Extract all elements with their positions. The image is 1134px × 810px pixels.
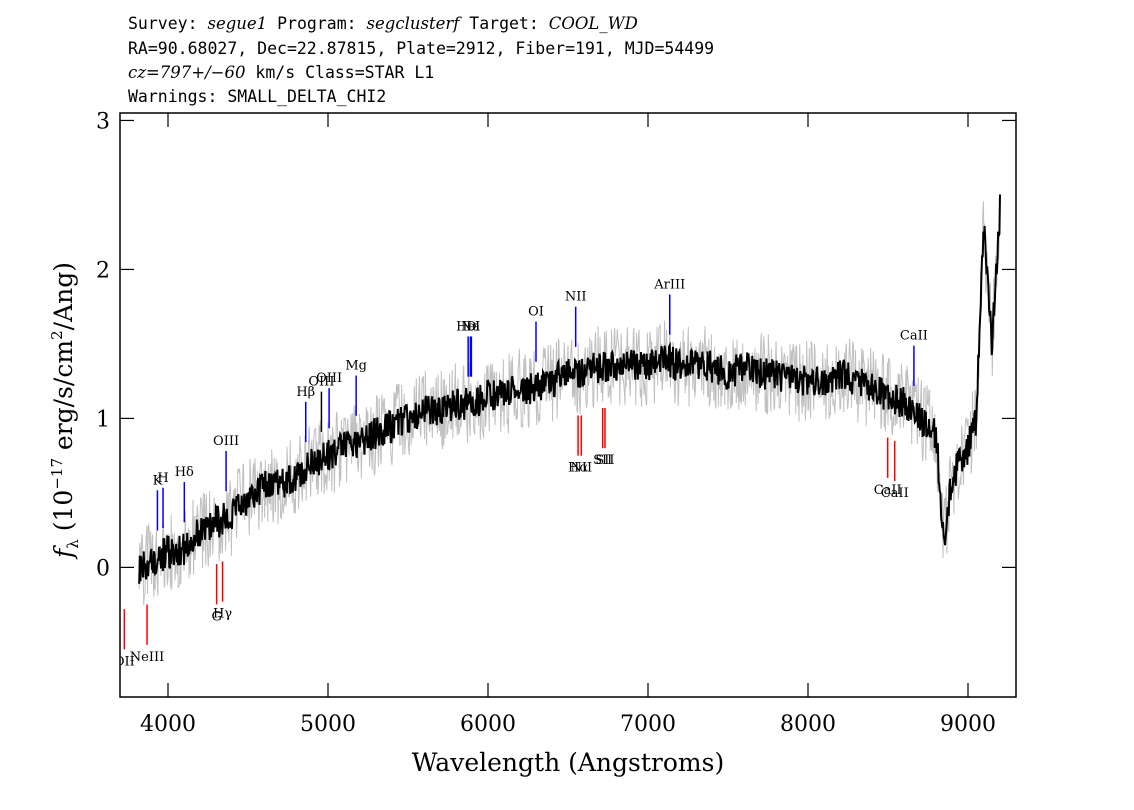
spectral-line-label: HeI (456, 319, 480, 334)
spectral-line-label: OII (114, 654, 135, 669)
spectral-line-label: Hα (568, 461, 588, 476)
spectral-line-label: NeIII (130, 650, 164, 665)
survey-label: Survey: (128, 14, 198, 33)
spectral-line-label: CaII (900, 329, 928, 344)
y-tick-label: 0 (96, 556, 110, 581)
spectral-line-label: Mg (345, 359, 367, 374)
y-axis-close: /Ang) (49, 262, 78, 330)
x-tick-label: 4000 (140, 712, 196, 737)
spectral-line-label: Hδ (175, 465, 194, 480)
y-axis-exponent: −17 (48, 458, 66, 490)
y-tick-label: 1 (96, 407, 110, 432)
x-tick-label: 5000 (300, 712, 356, 737)
header-line-4: Warnings: SMALL_DELTA_CHI2 (128, 87, 386, 106)
flux-line (138, 194, 1001, 584)
spectral-line-label: ArIII (653, 277, 685, 292)
spectral-line-label: NII (565, 290, 587, 305)
y-axis-lambda: λ (64, 539, 82, 549)
spectral-line-label: K (153, 473, 163, 488)
redshift-rest: km/s Class=STAR L1 (255, 63, 434, 82)
y-axis-squared: 2 (48, 330, 66, 340)
spectral-line-label: Na (461, 319, 480, 334)
spectral-line-label: D (466, 319, 476, 334)
y-axis-ticks: 0 1 2 3 (96, 109, 1016, 581)
error-envelope (138, 201, 1001, 606)
header-line-1: Survey: segue1 Program: segclusterf Targ… (128, 14, 638, 33)
x-axis-ticks: 4000 5000 6000 7000 8000 9000 (140, 113, 996, 737)
spectral-line-label: OIII (213, 434, 239, 449)
x-tick-label: 8000 (780, 712, 836, 737)
survey-value: segue1 (207, 14, 267, 33)
spectral-line-label: CaII (881, 486, 909, 501)
target-value: COOL_WD (549, 14, 638, 33)
spectral-line-label: Hβ (296, 385, 315, 400)
spectral-line-label: SII (595, 453, 614, 468)
x-tick-label: 9000 (940, 712, 996, 737)
program-label: Program: (277, 14, 356, 33)
y-tick-label: 3 (96, 109, 110, 134)
spectral-line-label: NII (570, 461, 592, 476)
y-axis-open: (10 (49, 490, 78, 540)
y-axis-units: erg/s/cm (49, 340, 78, 458)
spectral-line-label: H (157, 471, 168, 486)
y-axis-f: f (49, 545, 78, 560)
x-tick-label: 6000 (460, 712, 516, 737)
spectral-line-label: SII (593, 453, 612, 468)
header-line-3: cz=797+/−60 km/s Class=STAR L1 (128, 63, 434, 82)
x-tick-label: 7000 (620, 712, 676, 737)
x-axis-title: Wavelength (Angstroms) (412, 748, 724, 777)
spectral-line-label: OIII (308, 375, 334, 390)
program-value: segclusterf (367, 14, 463, 33)
spectral-line-label: OIII (316, 371, 342, 386)
header-line-2: RA=90.68027, Dec=22.87815, Plate=2912, F… (128, 39, 714, 58)
redshift-value: cz=797+/−60 (128, 63, 245, 82)
chart-header: Survey: segue1 Program: segclusterf Targ… (128, 14, 714, 106)
y-tick-label: 2 (96, 258, 110, 283)
spectral-line-label: OI (528, 305, 544, 320)
y-axis-title: fλ (10−17 erg/s/cm2/Ang) (48, 262, 82, 560)
target-label: Target: (469, 14, 539, 33)
plot-frame (119, 112, 1017, 698)
spectral-line-label: Hγ (213, 607, 232, 622)
spectral-line-label: CaII (874, 483, 902, 498)
spectral-line-label: G (211, 609, 221, 624)
